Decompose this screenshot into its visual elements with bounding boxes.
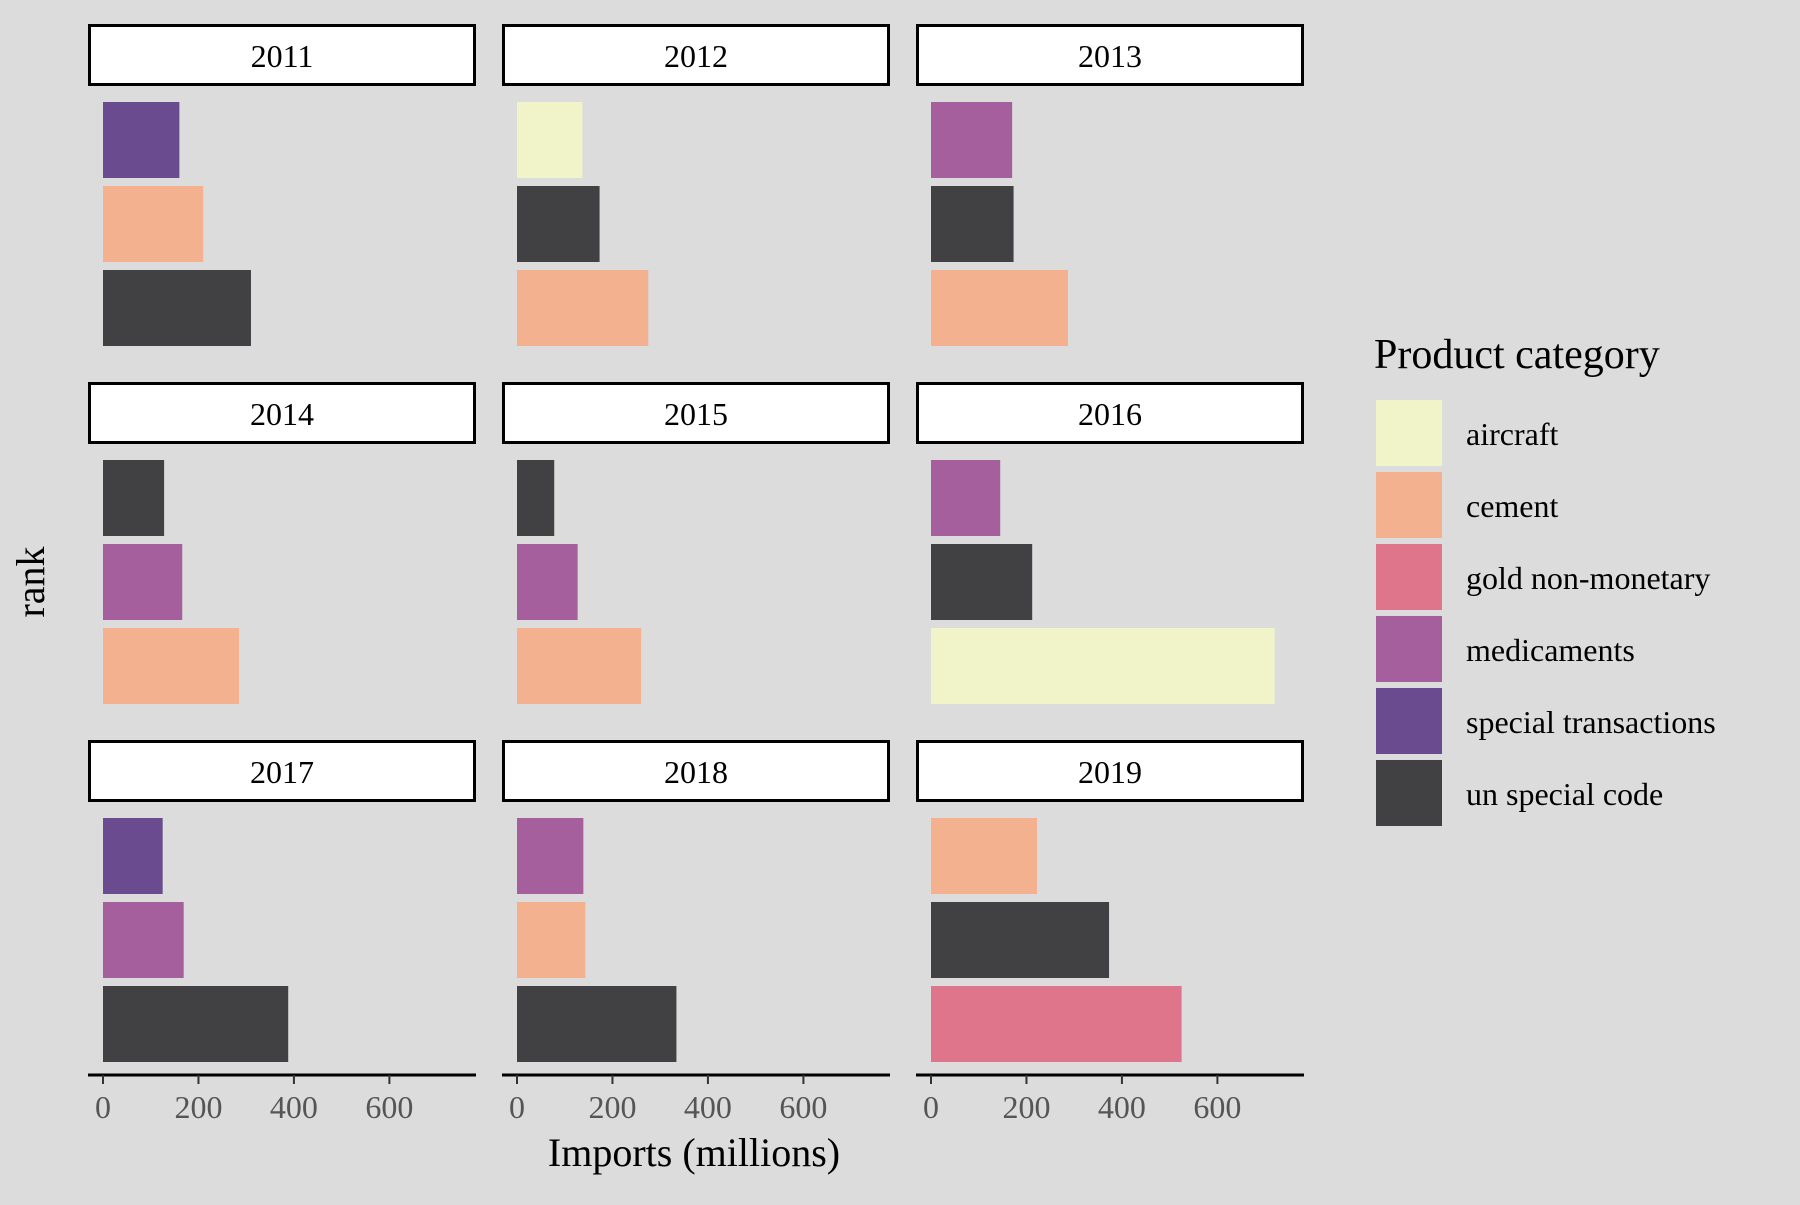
bar-cement xyxy=(517,270,649,346)
facet-strip-label: 2017 xyxy=(250,754,314,790)
bar-aircraft xyxy=(931,628,1275,704)
x-tick-label: 600 xyxy=(365,1089,413,1125)
facet-strip-label: 2013 xyxy=(1078,38,1142,74)
bar-cement xyxy=(931,818,1037,894)
bar-medicaments xyxy=(931,102,1013,178)
facet-strip-label: 2016 xyxy=(1078,396,1142,432)
bar-cement xyxy=(517,902,586,978)
bar-cement xyxy=(931,270,1068,346)
facet-panel-2011: 2011 xyxy=(88,24,476,346)
bar-special-transactions xyxy=(103,818,163,894)
bar-un-special-code xyxy=(931,186,1014,262)
x-axis-label: Imports (millions) xyxy=(548,1130,840,1175)
facet-strip xyxy=(916,382,1304,444)
legend-key xyxy=(1376,472,1442,538)
legend-item-aircraft: aircraft xyxy=(1376,400,1558,466)
legend-item-special-transactions: special transactions xyxy=(1376,688,1716,754)
facet-strip-label: 2015 xyxy=(664,396,728,432)
legend-label: gold non-monetary xyxy=(1466,560,1710,596)
facet-strip xyxy=(502,382,890,444)
facet-panel-2013: 2013 xyxy=(916,24,1304,346)
legend-label: special transactions xyxy=(1466,704,1716,740)
legend-key xyxy=(1376,544,1442,610)
facet-strip xyxy=(502,24,890,86)
bar-un-special-code xyxy=(103,460,165,536)
x-tick-label: 400 xyxy=(270,1089,318,1125)
legend-label: aircraft xyxy=(1466,416,1558,452)
legend-item-un-special-code: un special code xyxy=(1376,760,1663,826)
legend-label: cement xyxy=(1466,488,1559,524)
facet-panel-2017: 2017 0 200 400 600 xyxy=(88,740,476,1125)
bar-un-special-code xyxy=(517,186,600,262)
x-tick-label: 0 xyxy=(923,1089,939,1125)
legend: aircraft cement gold non-monetary medicamen… xyxy=(1376,400,1716,826)
facet-strip-label: 2014 xyxy=(250,396,314,432)
bar-aircraft xyxy=(517,102,583,178)
bar-gold-non-monetary xyxy=(931,986,1182,1062)
facet-strip-label: 2019 xyxy=(1078,754,1142,790)
facet-strip-label: 2012 xyxy=(664,38,728,74)
facet-panel-2016: 2016 xyxy=(916,382,1304,704)
legend-label: un special code xyxy=(1466,776,1663,812)
legend-item-cement: cement xyxy=(1376,472,1559,538)
bar-un-special-code xyxy=(103,270,251,346)
x-tick-label: 400 xyxy=(1098,1089,1146,1125)
bar-medicaments xyxy=(517,818,584,894)
bar-cement xyxy=(517,628,642,704)
bar-medicaments xyxy=(103,544,183,620)
y-axis-label: rank xyxy=(8,546,53,617)
facet-panel-2019: 2019 0 200 400 600 xyxy=(916,740,1304,1125)
facet-strip xyxy=(916,24,1304,86)
facet-strip xyxy=(916,740,1304,802)
legend-key xyxy=(1376,616,1442,682)
x-tick-label: 200 xyxy=(174,1089,222,1125)
x-tick-label: 0 xyxy=(509,1089,525,1125)
facet-panel-2015: 2015 xyxy=(502,382,890,704)
bar-medicaments xyxy=(103,902,184,978)
legend-label: medicaments xyxy=(1466,632,1635,668)
x-tick-label: 0 xyxy=(95,1089,111,1125)
facet-strip xyxy=(88,24,476,86)
x-tick-label: 200 xyxy=(1002,1089,1050,1125)
bar-medicaments xyxy=(517,544,578,620)
legend-key xyxy=(1376,760,1442,826)
bar-un-special-code xyxy=(931,902,1110,978)
bar-special-transactions xyxy=(103,102,180,178)
facet-strip-label: 2011 xyxy=(251,38,314,74)
facet-strip-label: 2018 xyxy=(664,754,728,790)
bar-un-special-code xyxy=(931,544,1033,620)
bar-un-special-code xyxy=(517,460,555,536)
bar-un-special-code xyxy=(517,986,677,1062)
bar-cement xyxy=(103,186,204,262)
x-tick-label: 200 xyxy=(588,1089,636,1125)
bar-un-special-code xyxy=(103,986,289,1062)
facet-panel-2014: 2014 xyxy=(88,382,476,704)
legend-title: Product category xyxy=(1374,332,1660,378)
facet-panel-2012: 2012 xyxy=(502,24,890,346)
legend-key xyxy=(1376,688,1442,754)
facet-strip xyxy=(88,382,476,444)
facet-strip xyxy=(502,740,890,802)
legend-key xyxy=(1376,400,1442,466)
bar-cement xyxy=(103,628,240,704)
facet-strip xyxy=(88,740,476,802)
x-tick-label: 600 xyxy=(1193,1089,1241,1125)
legend-item-gold-non-monetary: gold non-monetary xyxy=(1376,544,1710,610)
x-tick-label: 600 xyxy=(779,1089,827,1125)
facet-panel-2018: 2018 0 200 400 600 xyxy=(502,740,890,1125)
legend-item-medicaments: medicaments xyxy=(1376,616,1635,682)
bar-medicaments xyxy=(931,460,1001,536)
x-tick-label: 400 xyxy=(684,1089,732,1125)
